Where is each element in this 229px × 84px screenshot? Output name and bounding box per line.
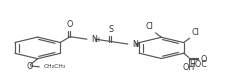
Text: Cl: Cl (145, 22, 153, 31)
Text: N: N (91, 35, 97, 44)
Text: HOC: HOC (189, 60, 206, 69)
Text: H: H (94, 37, 98, 43)
Text: H: H (134, 42, 139, 48)
Text: O: O (200, 55, 206, 64)
Text: O: O (67, 20, 73, 29)
Text: S: S (108, 25, 113, 34)
Text: OH: OH (182, 63, 194, 72)
Text: Cl: Cl (191, 28, 199, 37)
Text: CH₂CH₃: CH₂CH₃ (44, 64, 66, 69)
Text: N: N (132, 40, 138, 49)
Text: O: O (27, 62, 33, 71)
